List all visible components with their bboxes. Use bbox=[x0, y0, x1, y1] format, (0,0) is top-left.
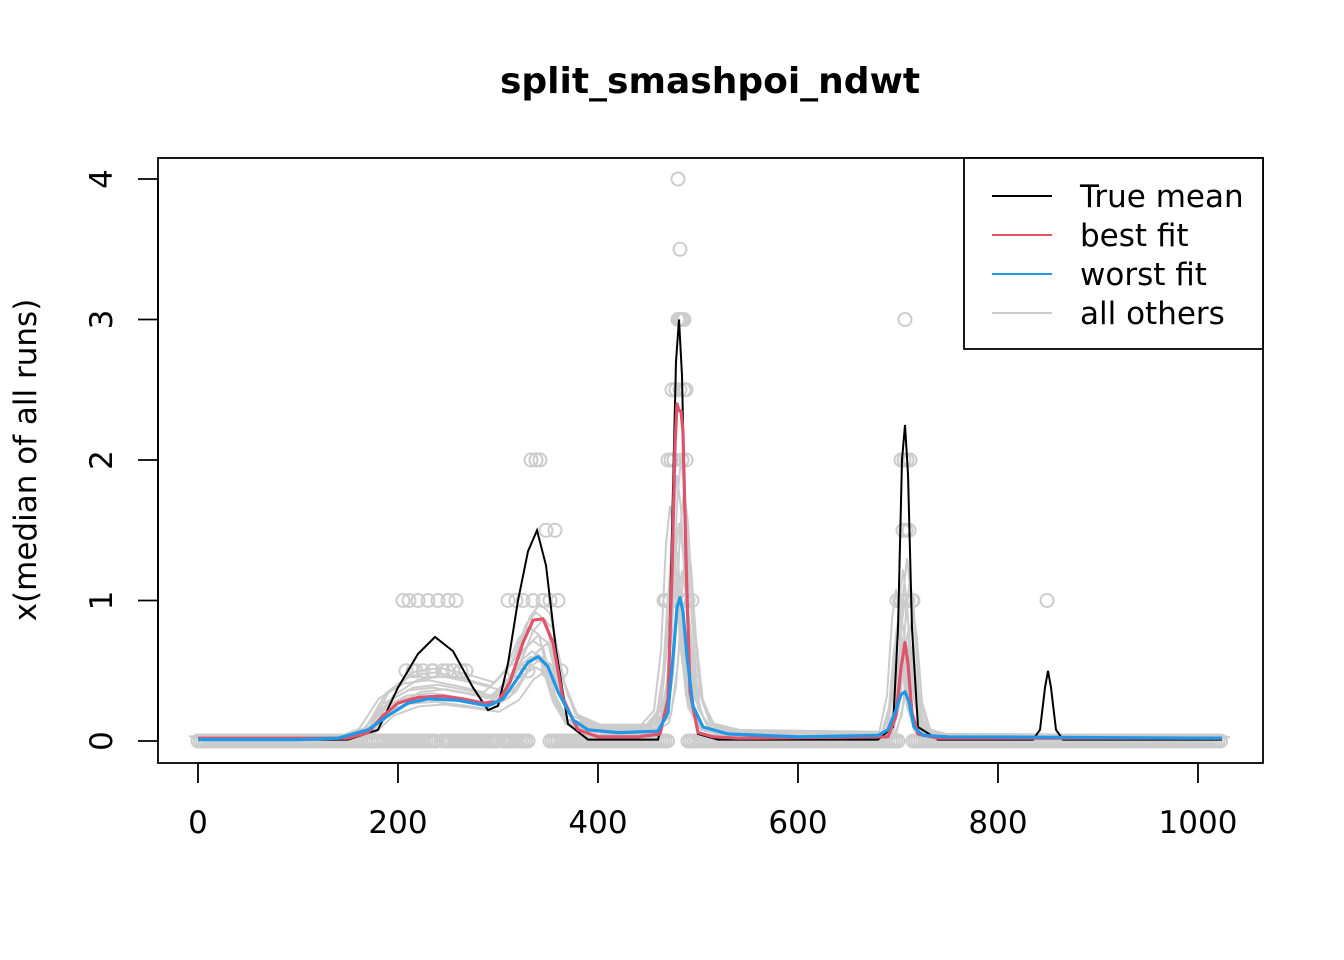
data-point bbox=[670, 171, 686, 187]
data-point bbox=[547, 522, 563, 538]
data-point bbox=[672, 382, 688, 398]
data-point bbox=[401, 593, 417, 608]
data-point bbox=[420, 593, 436, 608]
data-point bbox=[1039, 593, 1055, 608]
data-point bbox=[520, 733, 536, 749]
plot-frame bbox=[157, 157, 1264, 764]
y-tick-label: 1 bbox=[84, 591, 120, 611]
x-tick-label: 400 bbox=[568, 805, 627, 841]
data-point bbox=[528, 452, 544, 468]
data-point bbox=[890, 733, 906, 749]
y-tick-label: 3 bbox=[84, 310, 120, 330]
data-point bbox=[897, 312, 913, 327]
x-tick-label: 0 bbox=[188, 805, 208, 841]
legend-label: best fit bbox=[1080, 218, 1189, 254]
y-tick-label: 0 bbox=[84, 731, 120, 751]
data-point bbox=[525, 593, 541, 608]
fit-lines bbox=[198, 402, 1223, 742]
x-tick-label: 800 bbox=[968, 805, 1027, 841]
worst-fit-line bbox=[198, 596, 1223, 742]
x-tick-label: 200 bbox=[368, 805, 427, 841]
data-point bbox=[902, 452, 918, 468]
all-others-line bbox=[204, 599, 1229, 740]
data-point bbox=[430, 593, 446, 608]
all-others-line bbox=[196, 475, 1221, 737]
data-point bbox=[448, 593, 464, 608]
data-point bbox=[440, 593, 456, 608]
data-point bbox=[676, 312, 692, 327]
y-tick-label: 4 bbox=[84, 169, 120, 189]
legend-label: all others bbox=[1080, 296, 1225, 332]
legend-box bbox=[963, 157, 1264, 350]
legend-label: worst fit bbox=[1080, 257, 1207, 293]
all-others-line bbox=[189, 505, 1214, 738]
chart-title: split_smashpoi_ndwt bbox=[500, 61, 920, 102]
y-axis-label: x(median of all runs) bbox=[8, 299, 44, 622]
data-point bbox=[678, 452, 694, 468]
data-point bbox=[660, 733, 675, 749]
data-point bbox=[532, 452, 548, 468]
data-point bbox=[515, 593, 531, 608]
data-point bbox=[523, 452, 539, 468]
data-point bbox=[458, 663, 474, 679]
x-tick-label: 600 bbox=[768, 805, 827, 841]
data-point bbox=[410, 593, 426, 608]
x-tick-label: 1000 bbox=[1159, 805, 1238, 841]
data-point bbox=[672, 241, 688, 257]
data-point bbox=[676, 382, 692, 398]
data-point bbox=[550, 593, 566, 608]
y-tick-label: 2 bbox=[84, 450, 120, 470]
data-point bbox=[395, 593, 411, 608]
data-point bbox=[500, 593, 516, 608]
data-point bbox=[538, 522, 554, 538]
legend-label: True mean bbox=[1079, 179, 1244, 215]
